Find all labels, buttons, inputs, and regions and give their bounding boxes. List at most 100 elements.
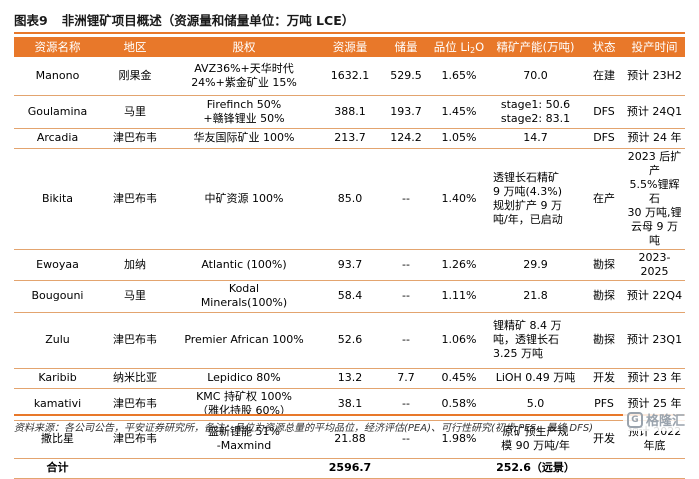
table-row: Manono 刚果金 AVZ36%+天华时代 24%+紫金矿业 15% 1632.1 52… xyxy=(14,57,685,96)
cell-resource: 213.7 xyxy=(319,128,381,149)
total-empty xyxy=(624,458,685,479)
cell-name: Bikita xyxy=(14,148,101,250)
lithium-projects-table: 资源名称 地区 股权 资源量 储量 品位 Li2O 精矿产能(万吨) 状态 投产… xyxy=(14,37,685,479)
cell-name: Karibib xyxy=(14,368,101,389)
cell-capacity-line: 原矿预生产规 xyxy=(502,425,569,438)
cell-equity-line: Atlantic (100%) xyxy=(201,257,287,271)
cell-region: 刚果金 xyxy=(101,57,169,96)
figure-title-bar: 图表9 非洲锂矿项目概述（资源量和储量单位：万吨 LCE） xyxy=(14,8,685,30)
cell-grade: 1.05% xyxy=(431,128,487,149)
cell-start-line: 年底 xyxy=(643,439,666,452)
cell-capacity-line: 规划扩产 9 万 xyxy=(493,198,562,212)
cell-start: 预计 22Q4 xyxy=(624,280,685,313)
cell-capacity-line: stage2: 83.1 xyxy=(500,111,571,125)
cell-reserve: 124.2 xyxy=(381,128,431,149)
cell-equity-line: KMC 持矿权 100% xyxy=(196,390,292,403)
cell-capacity: 透锂长石精矿 9 万吨(4.3%) 规划扩产 9 万吨/年，已启动 xyxy=(487,148,584,250)
cell-capacity-line: 29.9 xyxy=(523,257,548,271)
cell-resource: 93.7 xyxy=(319,249,381,281)
cell-name: Goulamina xyxy=(14,95,101,129)
cell-region: 纳米比亚 xyxy=(101,368,169,389)
cell-status: 在产 xyxy=(584,148,624,250)
cell-region: 加纳 xyxy=(101,249,169,281)
table-row: Zulu 津巴布韦 Premier African 100% 52.6 -- 1.06% 锂… xyxy=(14,312,685,369)
cell-equity-line: +赣锋锂业 50% xyxy=(203,111,285,125)
col-header-equity: 股权 xyxy=(169,37,319,57)
cell-start-line: 30 万吨,锂 xyxy=(627,205,682,219)
total-label: 合计 xyxy=(14,458,101,479)
cell-status: 勘探 xyxy=(584,249,624,281)
cell-capacity-line: 3.25 万吨 xyxy=(493,347,543,360)
cell-start-line: 预计 24Q1 xyxy=(626,104,683,118)
cell-resource: 58.4 xyxy=(319,280,381,313)
cell-start-line: 预计 22Q4 xyxy=(626,289,683,302)
cell-equity-line: 华友国际矿业 100% xyxy=(193,131,295,144)
page: { "figure": { "label": "图表9", "title": "… xyxy=(14,8,689,479)
cell-capacity: stage1: 50.6 stage2: 83.1 xyxy=(487,95,584,129)
cell-grade: 1.11% xyxy=(431,280,487,313)
cell-status: 勘探 xyxy=(584,280,624,313)
watermark: G 格隆汇 xyxy=(622,408,689,431)
cell-start: 2023 后扩产 5.5%锂辉石 30 万吨,锂 云母 9 万吨 xyxy=(624,148,685,250)
title-divider xyxy=(14,32,685,34)
col-header-region: 地区 xyxy=(101,37,169,57)
header-row: 资源名称 地区 股权 资源量 储量 品位 Li2O 精矿产能(万吨) 状态 投产… xyxy=(14,37,685,57)
cell-equity-line: Lepidico 80% xyxy=(207,371,281,384)
table-row: Karibib 纳米比亚 Lepidico 80% 13.2 7.7 0.45% LiOH … xyxy=(14,368,685,389)
table-row: Arcadia 津巴布韦 华友国际矿业 100% 213.7 124.2 1.05% 14.… xyxy=(14,128,685,149)
cell-grade: 1.40% xyxy=(431,148,487,250)
cell-start: 预计 24Q1 xyxy=(624,95,685,129)
cell-equity-line: 24%+紫金矿业 15% xyxy=(191,75,297,89)
cell-equity: Lepidico 80% xyxy=(169,368,319,389)
table-row: Goulamina 马里 Firefinch 50% +赣锋锂业 50% 388.1 19… xyxy=(14,95,685,129)
cell-start-line: 预计 23H2 xyxy=(627,68,682,82)
cell-start-line: 2023-2025 xyxy=(638,250,671,278)
cell-equity-line: 中矿资源 100% xyxy=(204,191,284,205)
cell-capacity: 21.8 xyxy=(487,280,584,313)
col-header-start: 投产时间 xyxy=(624,37,685,57)
cell-start-line: 预计 23 年 xyxy=(627,371,682,384)
cell-equity: Premier African 100% xyxy=(169,312,319,369)
cell-equity: Kodal Minerals(100%) xyxy=(169,280,319,313)
col-header-status: 状态 xyxy=(584,37,624,57)
watermark-text: 格隆汇 xyxy=(645,414,685,429)
col-header-name: 资源名称 xyxy=(14,37,101,57)
cell-start-line: 2023 后扩产 xyxy=(627,149,682,177)
cell-capacity-line: 吨/年，已启动 xyxy=(493,212,563,226)
cell-capacity: 29.9 xyxy=(487,249,584,281)
cell-equity-line: Kodal xyxy=(228,282,260,295)
cell-capacity-line: 模 90 万吨/年 xyxy=(501,439,570,452)
table-row: Bikita 津巴布韦 中矿资源 100% 85.0 -- 1.40% 透锂长石精矿 9 万吨… xyxy=(14,148,685,250)
cell-resource: 388.1 xyxy=(319,95,381,129)
cell-capacity-line: 14.7 xyxy=(523,131,548,144)
cell-start-line: 云母 9 万吨 xyxy=(631,219,678,247)
cell-equity-line: （雅化持股 60%） xyxy=(197,404,291,417)
total-empty xyxy=(431,458,487,479)
cell-capacity: LiOH 0.49 万吨 xyxy=(487,368,584,389)
cell-capacity-line: 70.0 xyxy=(523,68,548,82)
cell-region: 津巴布韦 xyxy=(101,312,169,369)
cell-region: 津巴布韦 xyxy=(101,128,169,149)
cell-grade: 1.06% xyxy=(431,312,487,369)
cell-resource: 85.0 xyxy=(319,148,381,250)
cell-start-line: 5.5%锂辉石 xyxy=(629,177,680,205)
cell-reserve: -- xyxy=(381,312,431,369)
cell-name: Zulu xyxy=(14,312,101,369)
cell-start: 预计 23 年 xyxy=(624,368,685,389)
cell-capacity: 锂精矿 8.4 万吨，透锂长石 3.25 万吨 xyxy=(487,312,584,369)
cell-name: Ewoyaa xyxy=(14,249,101,281)
cell-reserve: -- xyxy=(381,280,431,313)
cell-region: 马里 xyxy=(101,95,169,129)
source-note: 资料来源：各公司公告，平安证券研究所，备注：品位为资源总量的平均品位，经济评估(… xyxy=(14,414,685,434)
table-row: Ewoyaa 加纳 Atlantic (100%) 93.7 -- 1.26% 29.9 勘探… xyxy=(14,249,685,281)
cell-grade: 1.45% xyxy=(431,95,487,129)
cell-equity: Atlantic (100%) xyxy=(169,249,319,281)
grade-header-subscript: 2 xyxy=(470,46,476,55)
cell-equity-line: Firefinch 50% xyxy=(206,97,282,111)
total-empty xyxy=(584,458,624,479)
cell-capacity: 70.0 xyxy=(487,57,584,96)
cell-region: 津巴布韦 xyxy=(101,148,169,250)
cell-capacity-line: LiOH 0.49 万吨 xyxy=(495,371,576,384)
cell-start-line: 预计 23Q1 xyxy=(626,333,683,346)
cell-equity: AVZ36%+天华时代 24%+紫金矿业 15% xyxy=(169,57,319,96)
